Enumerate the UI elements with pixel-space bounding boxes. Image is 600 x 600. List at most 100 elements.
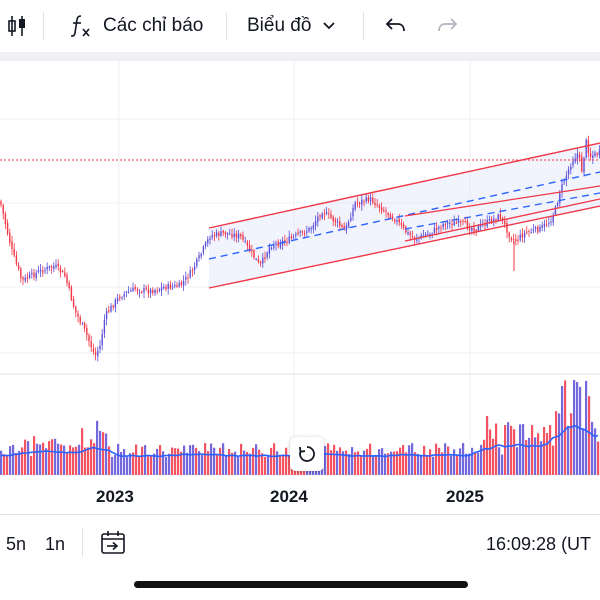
candle-body <box>391 216 394 219</box>
volume-bar <box>117 443 120 475</box>
volume-bar <box>333 444 336 475</box>
candle-body <box>143 288 145 293</box>
volume-bar <box>108 446 111 475</box>
volume-bar <box>144 445 147 475</box>
candle-body <box>123 293 125 297</box>
volume-bar <box>63 445 66 475</box>
candle-body <box>44 269 46 272</box>
candle-body <box>400 222 403 226</box>
volume-bar <box>585 380 588 475</box>
volume-bar <box>237 456 240 475</box>
redo-button[interactable] <box>436 0 460 52</box>
volume-bar <box>330 450 333 475</box>
candle-body <box>457 220 460 223</box>
price-chart[interactable] <box>0 61 600 481</box>
candle-body <box>119 296 121 299</box>
volume-bar <box>504 424 507 475</box>
candle-body <box>222 230 224 233</box>
volume-bar <box>126 456 129 475</box>
volume-bar <box>159 445 162 475</box>
candle-body <box>103 319 106 334</box>
volume-bar <box>0 450 3 475</box>
volume-bar <box>336 450 339 475</box>
candle-body <box>504 220 506 225</box>
candles-icon <box>8 16 25 36</box>
volume-bar <box>87 447 90 475</box>
volume-bar <box>57 443 60 475</box>
volume-bar <box>552 445 555 475</box>
candle-body <box>266 252 268 258</box>
volume-bar <box>129 453 132 475</box>
candle-body <box>519 234 521 240</box>
candle-body <box>339 221 341 227</box>
candle-body <box>209 238 211 240</box>
candle-body <box>594 152 596 156</box>
candle-body <box>35 272 37 279</box>
volume-bar <box>111 456 114 475</box>
candle-body <box>253 250 255 258</box>
candle-body <box>330 214 332 218</box>
chart-type-dropdown[interactable]: Biểu đồ <box>247 0 337 52</box>
candle-body <box>105 311 108 320</box>
candle-body <box>145 287 147 290</box>
volume-bar <box>216 454 219 475</box>
candle-body <box>332 216 334 222</box>
volume-bar <box>579 386 582 475</box>
goto-date-button[interactable] <box>100 530 128 561</box>
candle-body <box>262 257 264 264</box>
candle-body <box>270 248 273 250</box>
volume-bar <box>252 447 255 475</box>
range-5y-button[interactable]: 5n <box>6 534 27 554</box>
volume-bar <box>507 422 510 475</box>
candle-body <box>466 220 469 229</box>
candle-body <box>444 224 447 226</box>
candle-body <box>86 327 88 336</box>
volume-bar <box>183 445 186 475</box>
candle-body <box>497 214 499 221</box>
reset-chart-button[interactable] <box>290 437 324 471</box>
volume-bar <box>174 448 177 475</box>
indicators-button[interactable]: Các chỉ báo <box>68 0 203 52</box>
volume-bar <box>360 455 363 475</box>
candle-body <box>42 270 44 273</box>
volume-bar <box>222 443 225 475</box>
volume-bar <box>597 441 600 475</box>
candle-body <box>314 221 317 226</box>
candle-body <box>440 227 442 229</box>
volume-bar <box>186 452 189 475</box>
volume-bar <box>165 456 168 475</box>
reset-icon <box>299 446 315 462</box>
candle-body <box>493 218 495 222</box>
chart-style-button[interactable] <box>6 0 28 52</box>
candle-body <box>398 218 400 223</box>
volume-bar <box>99 430 102 475</box>
candle-body <box>411 236 414 238</box>
volume-bar <box>531 425 534 475</box>
volume-bar <box>261 453 264 475</box>
candle-body <box>55 264 57 268</box>
range-1y-button[interactable]: 1n <box>45 534 66 554</box>
undo-button[interactable] <box>383 0 407 52</box>
candle-body <box>559 193 561 204</box>
clock-timezone[interactable]: 16:09:28 (UT <box>486 534 592 554</box>
volume-bar <box>474 452 477 475</box>
volume-bar <box>282 454 285 475</box>
volume-bar <box>366 448 369 475</box>
candle-body <box>149 289 152 294</box>
candle-body <box>308 227 310 232</box>
volume-bar <box>189 445 192 475</box>
volume-bar <box>324 446 327 475</box>
candle-body <box>290 236 293 239</box>
candle-body <box>552 215 554 223</box>
candle-body <box>534 227 537 229</box>
volume-bar <box>477 452 480 475</box>
candle-body <box>468 227 471 230</box>
candle-body <box>53 266 55 269</box>
candle-body <box>598 150 600 156</box>
candle-body <box>286 241 288 243</box>
candle-body <box>541 225 543 228</box>
candle-body <box>46 266 48 270</box>
candle-body <box>207 239 209 244</box>
candle-body <box>196 259 198 266</box>
volume-bar <box>246 451 249 475</box>
